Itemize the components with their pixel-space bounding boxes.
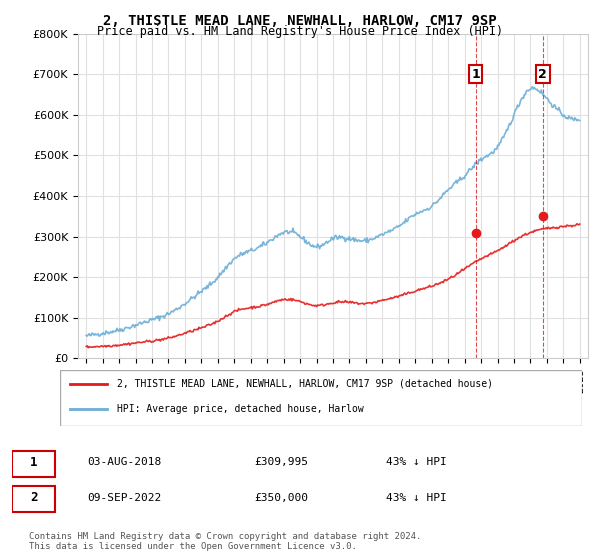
Text: 03-AUG-2018: 03-AUG-2018 [87, 458, 161, 468]
Text: 2, THISTLE MEAD LANE, NEWHALL, HARLOW, CM17 9SP: 2, THISTLE MEAD LANE, NEWHALL, HARLOW, C… [103, 14, 497, 28]
Text: HPI: Average price, detached house, Harlow: HPI: Average price, detached house, Harl… [118, 404, 364, 414]
Text: 43% ↓ HPI: 43% ↓ HPI [386, 458, 447, 468]
Text: Contains HM Land Registry data © Crown copyright and database right 2024.
This d: Contains HM Land Registry data © Crown c… [29, 531, 422, 551]
Text: Price paid vs. HM Land Registry's House Price Index (HPI): Price paid vs. HM Land Registry's House … [97, 25, 503, 38]
FancyBboxPatch shape [12, 486, 55, 512]
Text: 1: 1 [30, 456, 38, 469]
Text: £350,000: £350,000 [254, 493, 308, 503]
Text: 2: 2 [30, 492, 38, 505]
Text: 2: 2 [538, 68, 547, 81]
FancyBboxPatch shape [60, 370, 582, 426]
Text: 09-SEP-2022: 09-SEP-2022 [87, 493, 161, 503]
Text: £309,995: £309,995 [254, 458, 308, 468]
Text: 43% ↓ HPI: 43% ↓ HPI [386, 493, 447, 503]
Text: 2, THISTLE MEAD LANE, NEWHALL, HARLOW, CM17 9SP (detached house): 2, THISTLE MEAD LANE, NEWHALL, HARLOW, C… [118, 379, 493, 389]
FancyBboxPatch shape [12, 451, 55, 477]
Text: 1: 1 [471, 68, 480, 81]
